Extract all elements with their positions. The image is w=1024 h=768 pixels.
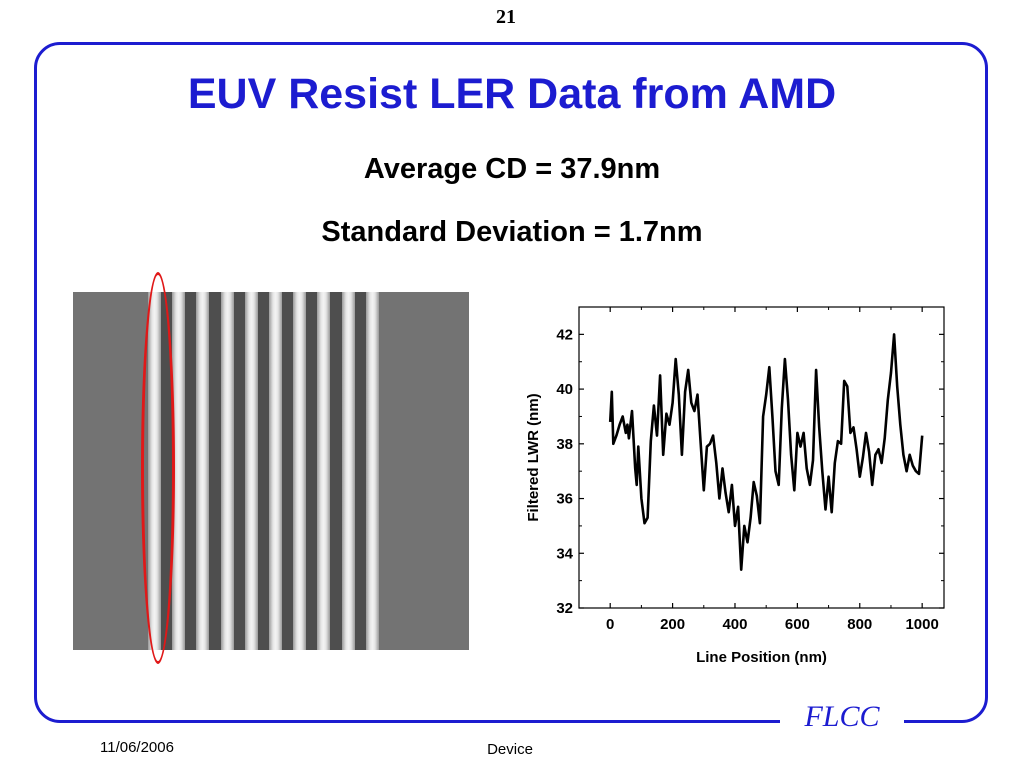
y-tick-label: 38	[556, 436, 573, 453]
sem-space	[233, 292, 245, 650]
y-axis-label: Filtered LWR (nm)	[525, 393, 542, 521]
sem-resist-line	[269, 292, 282, 650]
x-axis-label: Line Position (nm)	[696, 649, 827, 666]
lwr-line-chart: 0 200 400 600 800 1000 32 34 36 38 40 42 Line Positi…	[525, 306, 945, 666]
slide-number: 21	[496, 6, 516, 28]
y-tick-label: 42	[556, 326, 573, 343]
plot-frame	[578, 306, 945, 609]
x-tick-label: 800	[847, 616, 872, 633]
lwr-series-line	[608, 333, 924, 572]
sem-resist-line	[244, 292, 258, 650]
sem-space	[185, 292, 197, 650]
sem-resist-line	[317, 292, 331, 650]
footer-label: Device	[487, 741, 533, 758]
sem-resist-line	[172, 292, 186, 650]
average-cd-label: Average CD = 37.9nm	[363, 153, 661, 185]
highlight-ellipse	[141, 272, 175, 664]
y-tick-label: 40	[556, 381, 573, 398]
sem-space	[209, 292, 221, 650]
sem-space	[306, 292, 318, 650]
sem-resist-line	[341, 292, 355, 650]
sem-space	[354, 292, 366, 650]
slide-frame	[34, 42, 988, 723]
sem-resist-line	[293, 292, 307, 650]
sem-space	[257, 292, 269, 650]
x-tick-label: 0	[606, 616, 614, 633]
y-tick-label: 34	[556, 545, 573, 562]
standard-deviation-label: Standard Deviation = 1.7nm	[321, 216, 703, 248]
y-tick-label: 36	[556, 491, 573, 508]
y-tick-label: 32	[556, 600, 573, 617]
x-tick-label: 200	[660, 616, 685, 633]
flcc-logo: FLCC	[804, 700, 880, 733]
sem-space	[330, 292, 342, 650]
footer-date: 11/06/2006	[100, 739, 174, 756]
x-tick-label: 1000	[905, 616, 938, 633]
sem-space	[282, 292, 294, 650]
slide-title: EUV Resist LER Data from AMD	[187, 70, 837, 118]
x-tick-label: 400	[722, 616, 747, 633]
sem-resist-line	[220, 292, 234, 650]
sem-micrograph-image	[73, 292, 469, 650]
sem-resist-line	[365, 292, 379, 650]
logo-frame-gap	[780, 716, 904, 730]
sem-resist-line	[196, 292, 210, 650]
x-tick-label: 600	[785, 616, 810, 633]
